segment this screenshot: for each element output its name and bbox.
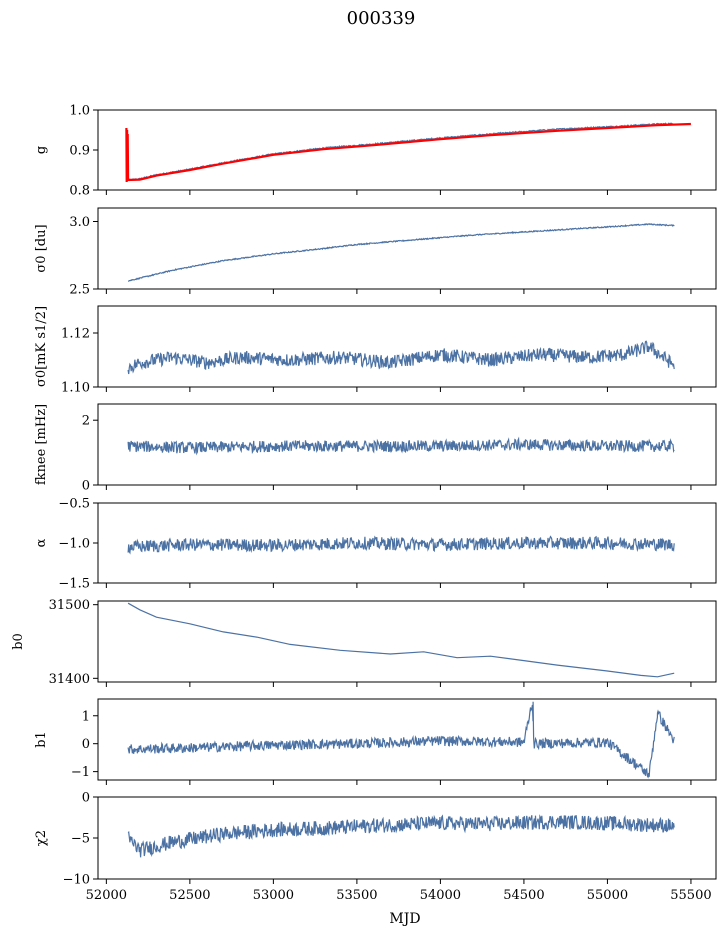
y-tick-label: −5 <box>71 832 90 847</box>
x-tick-label: 55500 <box>670 888 711 903</box>
y-tick-label: −1.5 <box>58 577 90 592</box>
x-tick-label: 54500 <box>503 888 544 903</box>
panels: 0.8 0.9 1.0 g 2.5 3.0 σ0 [du] 1.10 1.12 σ0[mK s1/… <box>11 104 717 903</box>
y-tick-label: 1.0 <box>69 104 90 119</box>
axes-frame <box>97 698 717 781</box>
x-tick-label: 52500 <box>169 888 210 903</box>
y-tick-label: 0.9 <box>69 144 90 159</box>
y-tick-label: −1 <box>71 765 90 780</box>
y-tick-label: 2.5 <box>69 283 90 298</box>
axes-frame <box>97 600 717 683</box>
x-tick-label: 55000 <box>587 888 628 903</box>
axes-frame <box>97 796 717 880</box>
panel-3: 1.10 1.12 σ0[mK s1/2] <box>34 305 717 396</box>
series-line-1 <box>127 535 675 555</box>
axes-frame <box>97 403 717 486</box>
y-tick-label: −1.0 <box>58 537 90 552</box>
y-tick-label: −10 <box>63 873 90 888</box>
y-axis-label: g <box>34 146 49 154</box>
series-line-1 <box>128 223 675 282</box>
x-tick-label: 53000 <box>253 888 294 903</box>
y-tick-label: 0.8 <box>69 184 90 199</box>
panel-7: −1 0 1 b1 <box>34 698 717 785</box>
y-tick-label: 1.12 <box>61 327 90 342</box>
series-line-2 <box>125 122 691 183</box>
axes-frame <box>97 109 717 191</box>
x-tick-label: 53500 <box>336 888 377 903</box>
panel-1: 0.8 0.9 1.0 g <box>34 104 717 199</box>
y-axis-label: σ0[mK s1/2] <box>34 306 49 387</box>
panel-6: 31400 31500 b0 <box>11 598 717 687</box>
panel-8: −10 −5 0 52000 52500 53000 53500 54000 54500 5500… <box>34 791 717 903</box>
y-axis-label: χ2 <box>34 830 49 846</box>
y-tick-label: 1 <box>82 709 90 724</box>
x-tick-label: 52000 <box>86 888 127 903</box>
series-line-1 <box>127 340 675 375</box>
y-axis-label: fknee [mHz] <box>34 404 49 485</box>
series-line-1 <box>127 122 675 181</box>
axes-frame <box>97 305 717 388</box>
panel-4: 0 2 fknee [mHz] <box>34 403 717 494</box>
y-axis-label: α <box>34 538 49 547</box>
axes-frame <box>97 207 717 290</box>
x-axis-label: MJD <box>389 911 420 927</box>
x-tick-label: 54000 <box>420 888 461 903</box>
y-axis-label: b0 <box>11 633 26 650</box>
figure-title: 000339 <box>347 8 416 29</box>
series-line-1 <box>127 436 675 456</box>
y-axis-label: b1 <box>34 731 49 748</box>
y-tick-label: 31500 <box>49 598 90 613</box>
panel-2: 2.5 3.0 σ0 [du] <box>34 207 717 298</box>
y-tick-label: 31400 <box>49 672 90 687</box>
panel-5: −1.5 −1.0 −0.5 α <box>34 497 717 592</box>
y-tick-label: 0 <box>82 737 90 752</box>
series-line-1 <box>127 701 675 779</box>
y-tick-label: 0 <box>82 791 90 806</box>
y-tick-label: 0 <box>82 479 90 494</box>
y-axis-label: σ0 [du] <box>34 224 49 272</box>
y-tick-label: 2 <box>82 414 90 429</box>
y-tick-label: −0.5 <box>58 497 90 512</box>
series-line-1 <box>127 814 675 858</box>
y-tick-label: 3.0 <box>69 215 90 230</box>
y-tick-label: 1.10 <box>61 381 90 396</box>
series-line-1 <box>127 602 675 678</box>
